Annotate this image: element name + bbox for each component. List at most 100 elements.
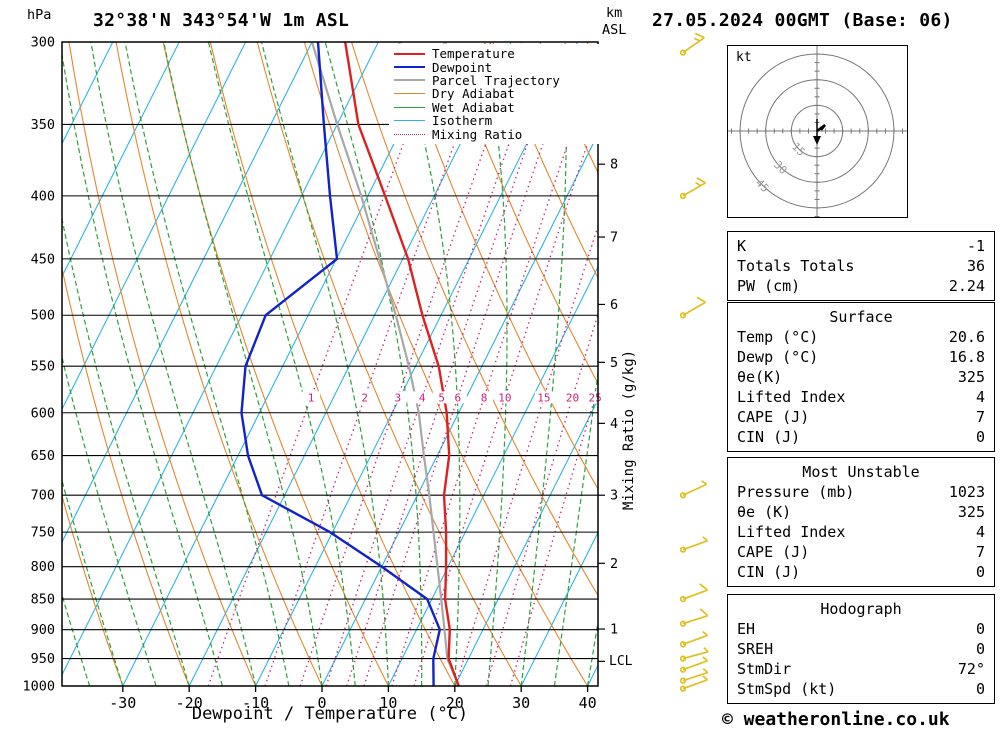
- svg-text:4: 4: [419, 391, 426, 404]
- row-surface-lifted-index: Lifted Index 4: [728, 387, 994, 407]
- sounding-profiles: [240, 42, 460, 686]
- stat-label: EH: [737, 620, 756, 638]
- svg-text:350: 350: [31, 117, 55, 133]
- legend-label: Parcel Trajectory: [432, 72, 560, 88]
- svg-text:2: 2: [610, 556, 618, 572]
- hodograph-ring-label: 15: [789, 140, 808, 159]
- svg-text:-20: -20: [176, 694, 203, 712]
- svg-text:40: 40: [579, 694, 597, 712]
- most-unstable-panel: Most Unstable Pressure (mb) 1023 θe (K) 32…: [727, 457, 995, 587]
- svg-text:500: 500: [31, 308, 55, 324]
- stat-label: CAPE (J): [737, 543, 810, 561]
- mixing-ratio-line-icon: [394, 133, 425, 135]
- row-eh: EH 0: [728, 619, 994, 639]
- most-unstable-panel-title: Most Unstable: [802, 463, 920, 481]
- svg-text:650: 650: [31, 448, 55, 464]
- legend-label: Dewpoint: [432, 59, 493, 75]
- svg-text:7: 7: [610, 230, 618, 246]
- stat-label: Pressure (mb): [737, 483, 855, 501]
- row-sreh: SREH 0: [728, 639, 994, 659]
- row-pw: PW (cm) 2.24: [728, 276, 994, 296]
- dewpoint-curve: [240, 42, 441, 686]
- stat-value: 1023: [948, 483, 985, 501]
- svg-text:3: 3: [610, 488, 618, 504]
- wind-barb: [679, 177, 706, 200]
- legend-item-wet-adiabat: Wet Adiabat: [394, 101, 602, 114]
- hodograph-unit-label: kt: [736, 50, 752, 65]
- stat-value: 16.8: [948, 348, 985, 366]
- stat-label: Totals Totals: [737, 257, 855, 275]
- svg-text:6: 6: [455, 391, 462, 404]
- hodograph-stats-panel: Hodograph EH 0 SREH 0 StmDir 72° StmSpd (kt…: [727, 594, 995, 704]
- stat-label: CIN (J): [737, 563, 801, 581]
- km-axis-unit: km: [606, 5, 623, 21]
- stat-value: 2.24: [948, 277, 985, 295]
- isotherm-line-icon: [394, 120, 425, 122]
- svg-text:-10: -10: [242, 694, 269, 712]
- stat-label: Lifted Index: [737, 388, 846, 406]
- dewpoint-line-icon: [394, 66, 425, 69]
- stat-label: Dewp (°C): [737, 348, 819, 366]
- legend-item-dewpoint: Dewpoint: [394, 59, 602, 75]
- legend-label: Isotherm: [432, 113, 493, 129]
- asl-axis-unit: ASL: [602, 22, 627, 38]
- pressure-tick-labels: 300 350 400 450 500 550 600 650 700 750 800 850 900 9…: [22, 35, 55, 695]
- svg-text:300: 300: [31, 35, 55, 51]
- mixing-ratio-axis-label: Mixing Ratio (g/kg): [621, 349, 637, 511]
- stat-value: 0: [975, 620, 985, 638]
- svg-text:1000: 1000: [22, 679, 55, 695]
- chart-legend: Temperature Dewpoint Parcel Trajectory D…: [389, 44, 602, 144]
- stat-label: StmDir: [737, 660, 792, 678]
- svg-text:8: 8: [481, 391, 488, 404]
- temperature-tick-labels: -30 -20 -10 0 10 20 30 40: [109, 686, 597, 712]
- svg-text:20: 20: [446, 694, 464, 712]
- stat-value: 7: [975, 543, 985, 561]
- temperature-curve: [344, 42, 460, 686]
- svg-text:4: 4: [610, 416, 618, 432]
- svg-text:900: 900: [31, 622, 55, 638]
- wind-barb: [679, 675, 708, 692]
- parcel-trajectory-curve: [310, 42, 460, 686]
- surface-panel-title: Surface: [829, 308, 893, 326]
- svg-text:30: 30: [512, 694, 530, 712]
- row-surface-cape: CAPE (J) 7: [728, 407, 994, 427]
- wind-barb: [679, 32, 705, 56]
- svg-text:1: 1: [610, 622, 618, 638]
- row-surface-temp: Temp (°C) 20.6: [728, 327, 994, 347]
- svg-text:700: 700: [31, 488, 55, 504]
- storm-motion-arrowhead: [813, 136, 821, 145]
- legend-label: Dry Adiabat: [432, 86, 515, 102]
- svg-text:400: 400: [31, 188, 55, 204]
- row-mu-thetae: θe (K) 325: [728, 502, 994, 522]
- hodograph-ring-label: 30: [771, 158, 790, 177]
- stat-value: 4: [975, 388, 985, 406]
- wind-barb: [679, 480, 708, 499]
- row-stmspd: StmSpd (kt) 0: [728, 679, 994, 699]
- svg-text:1: 1: [308, 391, 315, 404]
- svg-text:25: 25: [589, 391, 602, 404]
- stat-label: CIN (J): [737, 428, 801, 446]
- x-axis-label: Dewpoint / Temperature (°C): [191, 704, 469, 724]
- copyright: © weatheronline.co.uk: [722, 709, 950, 730]
- wind-barb-column: [679, 32, 709, 692]
- stat-value: 7: [975, 408, 985, 426]
- hodograph-ring: [765, 79, 869, 183]
- stat-value: 325: [957, 503, 985, 521]
- background-lines: [62, 42, 598, 686]
- wind-barb: [679, 630, 708, 648]
- svg-text:0: 0: [317, 694, 326, 712]
- legend-item-parcel: Parcel Trajectory: [394, 74, 602, 87]
- legend-item-temperature: Temperature: [394, 47, 602, 60]
- row-mu-cape: CAPE (J) 7: [728, 542, 994, 562]
- svg-text:2: 2: [361, 391, 368, 404]
- wind-barb: [679, 656, 708, 673]
- svg-text:600: 600: [31, 405, 55, 421]
- svg-text:-30: -30: [109, 694, 136, 712]
- indices-panel: K -1 Totals Totals 36 PW (cm) 2.24: [727, 231, 995, 301]
- stat-label: Lifted Index: [737, 523, 846, 541]
- svg-text:750: 750: [31, 525, 55, 541]
- stat-value: 72°: [957, 660, 985, 678]
